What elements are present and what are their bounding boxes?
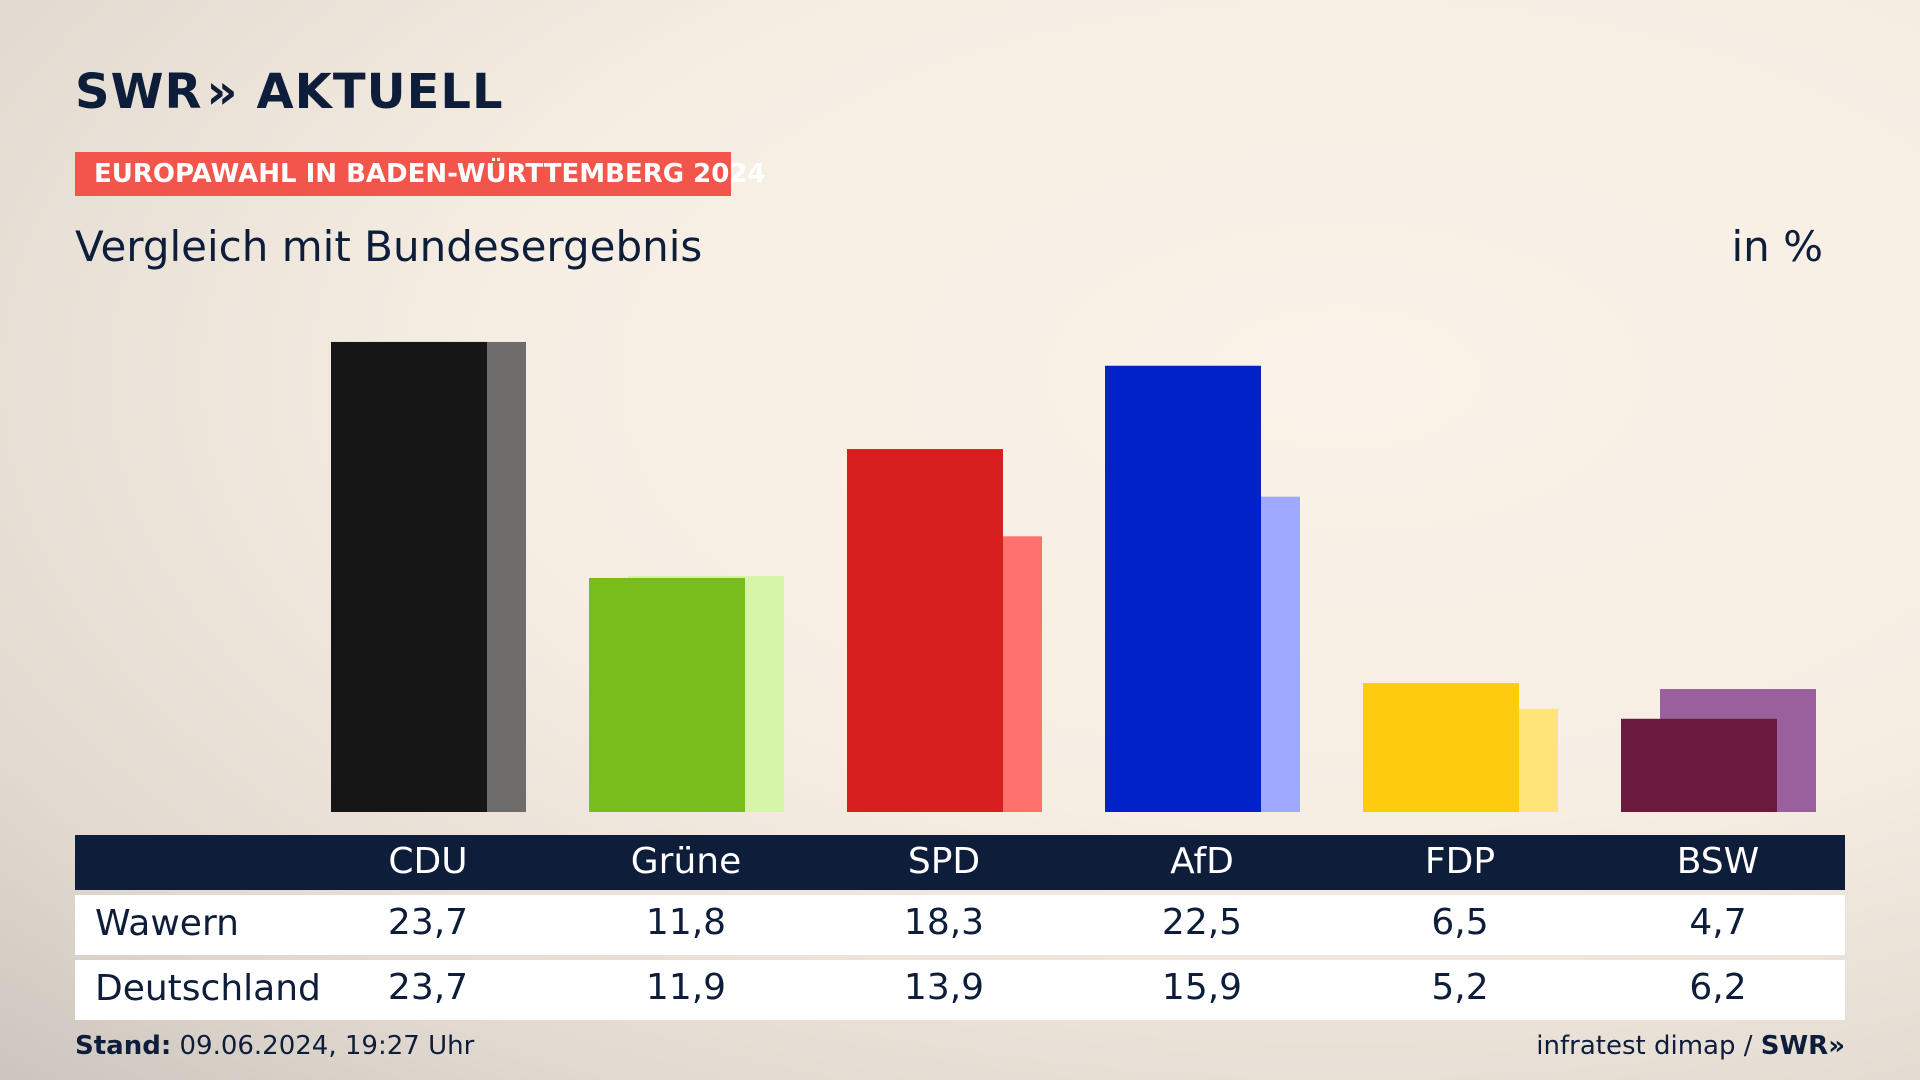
table-row-wawern: Wawern 23,7 11,8 18,3 22,5 6,5 4,7 [75,895,1845,955]
source-text: infratest dimap [1536,1031,1736,1061]
swr-source-logo: SWR» [1760,1031,1845,1061]
table-row-deutschland: Deutschland 23,7 11,9 13,9 15,9 5,2 6,2 [75,960,1845,1020]
column-header-bsw: BSW [1676,841,1760,882]
stand-label: Stand: [75,1031,172,1061]
value-wawern-spd: 18,3 [903,902,985,943]
value-deutschland-afd: 15,9 [1161,967,1243,1008]
column-header-cdu: CDU [388,841,468,882]
value-wawern-bsw: 4,7 [1689,902,1747,943]
logo-swr-text: SWR [75,64,203,120]
value-wawern-fdp: 6,5 [1431,902,1489,943]
row-label-deutschland: Deutschland [95,968,321,1009]
value-wawern-grüne: 11,8 [645,902,727,943]
bar-wawern-spd [847,449,1003,812]
bar-wawern-cdu [331,341,487,812]
value-deutschland-cdu: 23,7 [387,967,469,1008]
value-deutschland-spd: 13,9 [903,967,985,1008]
column-header-fdp: FDP [1424,841,1496,882]
value-deutschland-bsw: 6,2 [1689,967,1747,1008]
kicker-label: EUROPAWAHL IN BADEN-WÜRTTEMBERG 2024 [75,152,765,196]
table-header-row: CDU Grüne SPD AfD FDP BSW [75,835,1845,890]
chart-subtitle: Vergleich mit Bundesergebnis [75,222,703,271]
footer-source: infratest dimap / SWR» [1536,1031,1845,1061]
swr-aktuell-logo: SWR» AKTUELL [75,64,504,120]
unit-label: in % [1731,222,1823,271]
row-label-wawern: Wawern [95,903,239,944]
column-header-grüne: Grüne [630,841,742,882]
bar-chart [331,341,1816,812]
bar-wawern-bsw [1621,718,1777,812]
source-separator: / [1743,1031,1753,1061]
column-header-afd: AfD [1170,841,1234,882]
value-wawern-cdu: 23,7 [387,902,469,943]
stand-value: 09.06.2024, 19:27 Uhr [179,1031,475,1061]
footer-stand: Stand: 09.06.2024, 19:27 Uhr [75,1031,474,1061]
results-table: CDU Grüne SPD AfD FDP BSW Wawern 23,7 11,8 18,3… [75,835,1845,1020]
column-header-spd: SPD [907,841,981,882]
bar-wawern-grüne [589,577,745,812]
logo-chevron-icon: » [206,64,239,120]
logo-suffix-text: AKTUELL [256,64,504,120]
bar-wawern-fdp [1363,683,1519,812]
value-deutschland-grüne: 11,9 [645,967,727,1008]
bar-wawern-afd [1105,365,1261,812]
value-wawern-afd: 22,5 [1161,902,1243,943]
value-deutschland-fdp: 5,2 [1431,967,1489,1008]
